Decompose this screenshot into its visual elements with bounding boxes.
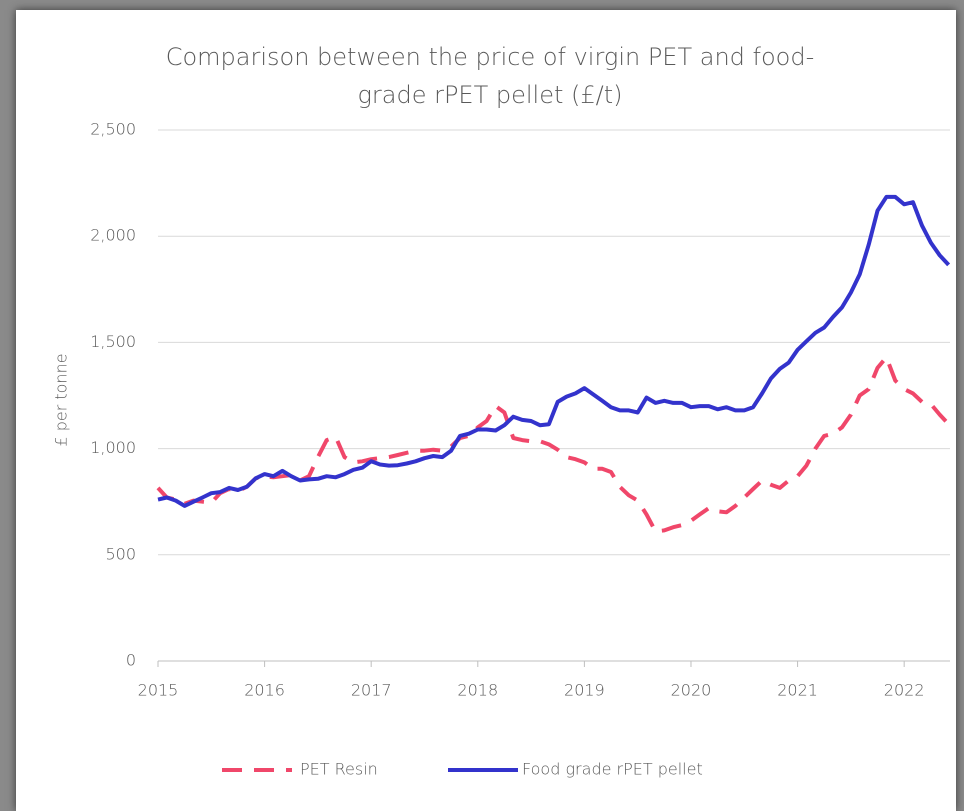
y-tick-label: 1,000 [90, 438, 136, 457]
legend-label: Food grade rPET pellet [522, 760, 703, 779]
y-tick-label: 2,000 [90, 226, 136, 245]
y-tick-label: 500 [105, 544, 136, 563]
x-tick-label: 2015 [138, 681, 179, 700]
chart-title: grade rPET pellet (£/t) [357, 81, 622, 109]
y-axis-label: £ per tonne [52, 353, 71, 446]
x-tick-label: 2016 [244, 681, 285, 700]
x-tick-label: 2021 [777, 681, 818, 700]
y-tick-label: 0 [126, 651, 136, 670]
chart-panel [16, 10, 956, 811]
x-tick-label: 2018 [457, 681, 498, 700]
line-series [156, 355, 951, 534]
x-tick-label: 2022 [884, 681, 925, 700]
y-tick-label: 1,500 [90, 332, 136, 351]
line-series [157, 194, 951, 508]
legend-label: PET Resin [300, 760, 378, 779]
y-tick-label: 2,500 [90, 120, 136, 139]
x-tick-label: 2019 [564, 681, 605, 700]
x-tick-label: 2020 [671, 681, 712, 700]
x-tick-label: 2017 [351, 681, 392, 700]
chart-title: Comparison between the price of virgin P… [166, 43, 815, 71]
